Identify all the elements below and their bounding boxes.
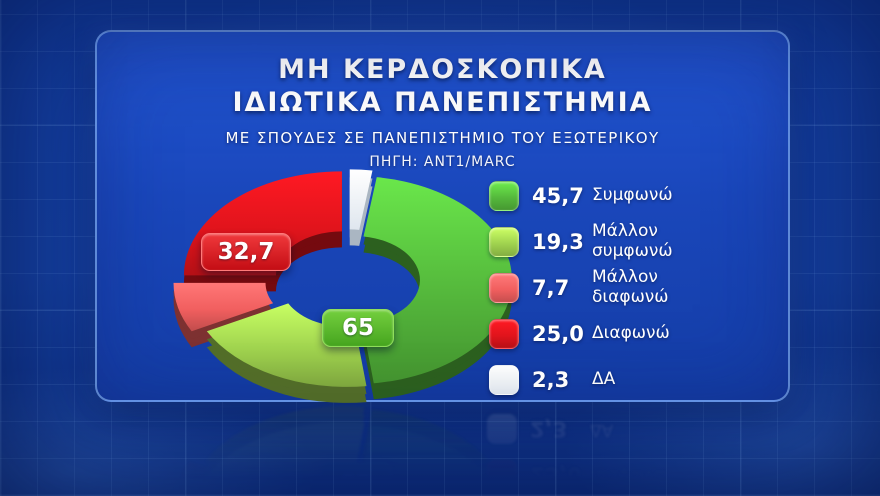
pie-slice-2 (173, 282, 274, 332)
legend-item-0: 45,7 Συμφωνώ (489, 174, 779, 218)
agree-total-callout: 65 (320, 462, 392, 493)
legend-swatch-icon (489, 181, 519, 211)
legend-value: 25,0 (532, 322, 584, 346)
legend-swatch-icon (487, 460, 517, 490)
legend-item-3: 25,0 Διαφωνώ (489, 312, 779, 356)
legend-swatch-icon (489, 227, 519, 257)
pie-slice-2 (171, 477, 272, 493)
legend-label: Συμφωνώ (592, 185, 673, 206)
legend-item-1: 19,3 Μάλλον συμφωνώ (489, 220, 779, 264)
pie-slice-depth (171, 469, 272, 493)
chart-subtitle: ΜΕ ΣΠΟΥΔΕΣ ΣΕ ΠΑΝΕΠΙΣΤΗΜΙΟ ΤΟΥ ΕΞΩΤΕΡΙΚΟ… (225, 128, 660, 147)
legend-item-2: 7,7 Μάλλον διαφωνώ (489, 266, 779, 310)
chart-panel: ΜΗ ΚΕΡΔΟΣΚΟΠΙΚΑ ΙΔΙΩΤΙΚΑ ΠΑΝΕΠΙΣΤΗΜΙΑ ΜΕ… (95, 30, 790, 404)
legend-value: 25,0 (530, 463, 582, 487)
pie-slice-4 (349, 169, 373, 230)
legend-label: Διαφωνώ (592, 323, 670, 344)
legend-swatch-icon (489, 273, 519, 303)
legend-label: Μάλλον διαφωνώ (592, 267, 669, 307)
agree-total-callout: 65 (322, 309, 394, 347)
disagree-total-callout: 32,7 (201, 233, 291, 271)
pie-slice-depth (171, 461, 272, 493)
legend-label: Διαφωνώ (590, 465, 668, 486)
chart-source: ΠΗΓΗ: ANT1/MARC (369, 153, 516, 170)
legend-label: ΔΑ (590, 419, 614, 440)
pie-slice-0 (362, 177, 512, 384)
legend-label: Μάλλον συμφωνώ (592, 221, 673, 261)
legend-value: 2,3 (532, 368, 570, 392)
legend: 45,7 Συμφωνώ 19,3 Μάλλον συμφωνώ 7,7 Μάλλον δ… (489, 174, 779, 404)
pie-slice-1 (206, 303, 367, 387)
chart-title-line2: ΙΔΙΩΤΙΚΑ ΠΑΝΕΠΙΣΤΗΜΙΑ (232, 86, 653, 118)
legend-value: 19,3 (532, 230, 584, 254)
legend-item-4: 2,3 ΔΑ (489, 358, 779, 402)
legend-value: 45,7 (532, 184, 584, 208)
legend-value: 7,7 (532, 276, 570, 300)
legend-swatch-icon (489, 365, 519, 395)
legend-label: ΔΑ (592, 369, 616, 390)
pie-chart (173, 169, 512, 403)
chart-title-line1: ΜΗ ΚΕΡΔΟΣΚΟΠΙΚΑ (278, 54, 607, 85)
legend-swatch-icon (489, 319, 519, 349)
